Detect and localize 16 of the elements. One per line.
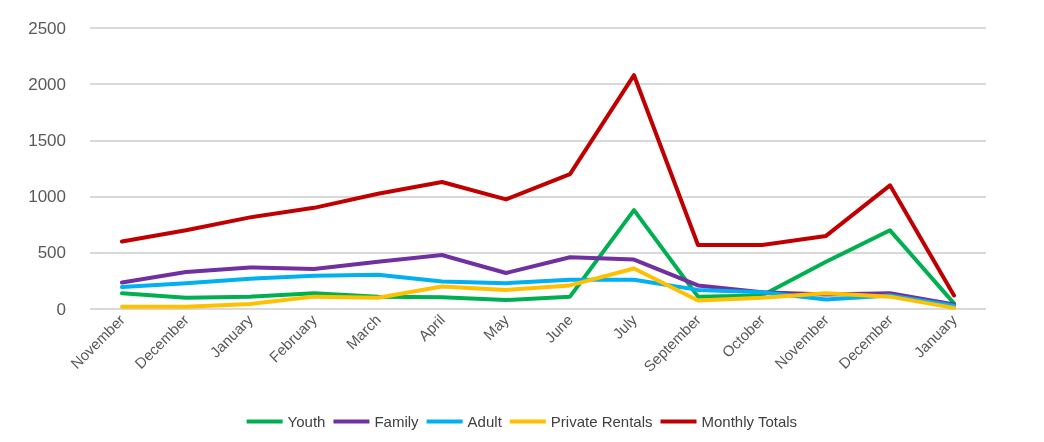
line-series xyxy=(120,73,956,298)
y-tick-label: 1500 xyxy=(28,130,66,150)
y-tick-label: 2500 xyxy=(28,18,66,38)
x-tick-label: July xyxy=(609,310,641,342)
legend-label: Private Rentals xyxy=(550,413,653,430)
legend-label: Youth xyxy=(287,413,326,430)
line-series xyxy=(120,208,956,306)
y-tick-label: 0 xyxy=(56,299,66,319)
y-tick-label: 500 xyxy=(37,243,66,263)
x-tick-label: May xyxy=(479,310,513,344)
y-tick-label: 1000 xyxy=(28,187,66,207)
legend-label: Family xyxy=(374,413,420,430)
legend-label: Adult xyxy=(467,413,503,430)
legend-label: Monthly Totals xyxy=(701,413,798,430)
y-tick-label: 2000 xyxy=(28,74,66,94)
line-series xyxy=(120,266,956,310)
